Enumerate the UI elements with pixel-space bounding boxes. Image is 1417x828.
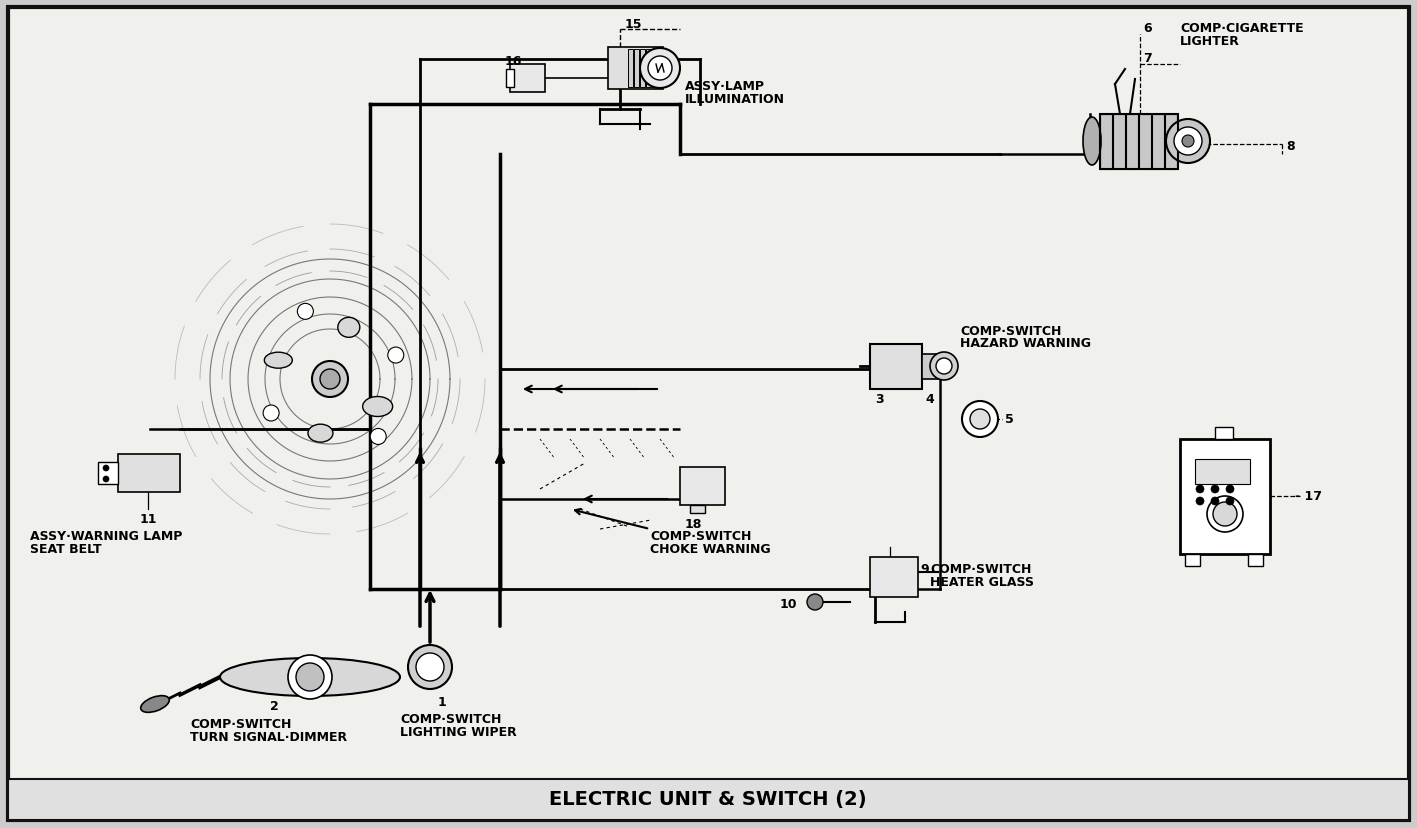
Bar bbox=[1100, 115, 1112, 170]
Circle shape bbox=[1212, 498, 1219, 505]
Text: 11: 11 bbox=[140, 513, 157, 525]
Bar bbox=[1100, 115, 1178, 170]
Ellipse shape bbox=[220, 658, 400, 696]
Text: 1: 1 bbox=[438, 696, 446, 708]
Text: 8: 8 bbox=[1287, 140, 1295, 153]
Bar bbox=[1248, 554, 1263, 566]
Circle shape bbox=[1196, 498, 1204, 505]
Ellipse shape bbox=[1083, 118, 1101, 166]
Bar bbox=[9, 779, 1408, 820]
Text: HAZARD WARNING: HAZARD WARNING bbox=[959, 337, 1091, 349]
Text: 2: 2 bbox=[271, 699, 279, 712]
Circle shape bbox=[312, 362, 349, 397]
Bar bbox=[608, 48, 663, 90]
Circle shape bbox=[1226, 498, 1234, 505]
Ellipse shape bbox=[363, 397, 393, 417]
Text: 16: 16 bbox=[504, 55, 523, 68]
Bar bbox=[98, 463, 118, 484]
Text: LIGHTING WIPER: LIGHTING WIPER bbox=[400, 725, 517, 738]
Text: CHOKE WARNING: CHOKE WARNING bbox=[650, 542, 771, 556]
Circle shape bbox=[296, 663, 324, 691]
Circle shape bbox=[640, 49, 680, 89]
Bar bbox=[633, 50, 639, 88]
Circle shape bbox=[320, 369, 340, 389]
Circle shape bbox=[937, 359, 952, 374]
Text: TURN SIGNAL·DIMMER: TURN SIGNAL·DIMMER bbox=[190, 730, 347, 743]
Circle shape bbox=[1166, 120, 1210, 164]
Circle shape bbox=[1182, 136, 1195, 148]
Text: ASSY·WARNING LAMP: ASSY·WARNING LAMP bbox=[30, 529, 183, 542]
Text: 6: 6 bbox=[1144, 22, 1152, 35]
Text: LIGHTER: LIGHTER bbox=[1180, 35, 1240, 48]
Circle shape bbox=[264, 406, 279, 421]
Bar bbox=[646, 50, 650, 88]
Text: COMP·SWITCH: COMP·SWITCH bbox=[930, 562, 1032, 575]
Bar bbox=[506, 70, 514, 88]
Bar bbox=[690, 505, 706, 513]
Bar bbox=[640, 50, 645, 88]
Circle shape bbox=[298, 304, 313, 320]
Text: COMP·SWITCH: COMP·SWITCH bbox=[650, 529, 751, 542]
Circle shape bbox=[1213, 503, 1237, 527]
Circle shape bbox=[388, 348, 404, 363]
Text: SEAT BELT: SEAT BELT bbox=[30, 542, 102, 556]
Bar bbox=[1165, 115, 1178, 170]
Circle shape bbox=[1212, 485, 1219, 493]
Bar bbox=[870, 344, 922, 389]
Bar bbox=[510, 65, 546, 93]
Bar bbox=[1180, 440, 1270, 554]
Bar bbox=[1139, 115, 1151, 170]
Ellipse shape bbox=[337, 318, 360, 338]
Text: 5: 5 bbox=[1005, 412, 1013, 426]
Circle shape bbox=[962, 402, 998, 437]
Text: 15: 15 bbox=[625, 18, 642, 31]
Circle shape bbox=[1207, 497, 1243, 532]
Text: ILLUMINATION: ILLUMINATION bbox=[684, 93, 785, 106]
Bar bbox=[680, 468, 726, 505]
Circle shape bbox=[408, 645, 452, 689]
Bar bbox=[652, 50, 657, 88]
Circle shape bbox=[1175, 128, 1202, 156]
Circle shape bbox=[1226, 485, 1234, 493]
Circle shape bbox=[288, 655, 332, 699]
Bar bbox=[628, 50, 633, 88]
Text: ASSY·LAMP: ASSY·LAMP bbox=[684, 80, 765, 93]
Circle shape bbox=[648, 57, 672, 81]
Circle shape bbox=[808, 595, 823, 610]
Bar bbox=[870, 557, 918, 597]
Text: COMP·CIGARETTE: COMP·CIGARETTE bbox=[1180, 22, 1304, 35]
Ellipse shape bbox=[140, 696, 169, 712]
Text: 10: 10 bbox=[779, 597, 798, 610]
Bar bbox=[922, 354, 939, 379]
Bar bbox=[1185, 554, 1200, 566]
Bar bbox=[1112, 115, 1125, 170]
Text: 9: 9 bbox=[920, 562, 928, 575]
Circle shape bbox=[370, 429, 387, 445]
Bar bbox=[1127, 115, 1138, 170]
Bar bbox=[1195, 460, 1250, 484]
Ellipse shape bbox=[307, 425, 333, 443]
Text: 4: 4 bbox=[925, 392, 934, 406]
Text: HEATER GLASS: HEATER GLASS bbox=[930, 575, 1034, 588]
Text: COMP·SWITCH: COMP·SWITCH bbox=[959, 325, 1061, 338]
Circle shape bbox=[930, 353, 958, 381]
Text: 7: 7 bbox=[1144, 52, 1152, 65]
Circle shape bbox=[103, 476, 109, 483]
Circle shape bbox=[417, 653, 444, 681]
Circle shape bbox=[103, 465, 109, 471]
Bar bbox=[118, 455, 180, 493]
Text: COMP·SWITCH: COMP·SWITCH bbox=[400, 712, 502, 725]
Text: ELECTRIC UNIT & SWITCH (2): ELECTRIC UNIT & SWITCH (2) bbox=[550, 790, 867, 808]
Bar bbox=[1152, 115, 1163, 170]
Text: COMP·SWITCH: COMP·SWITCH bbox=[190, 717, 292, 730]
Bar bbox=[1214, 427, 1233, 440]
Circle shape bbox=[1196, 485, 1204, 493]
Ellipse shape bbox=[265, 353, 292, 368]
Circle shape bbox=[971, 410, 990, 430]
Text: - 17: - 17 bbox=[1295, 489, 1322, 503]
Text: 18: 18 bbox=[684, 518, 703, 531]
Text: 3: 3 bbox=[876, 392, 884, 406]
